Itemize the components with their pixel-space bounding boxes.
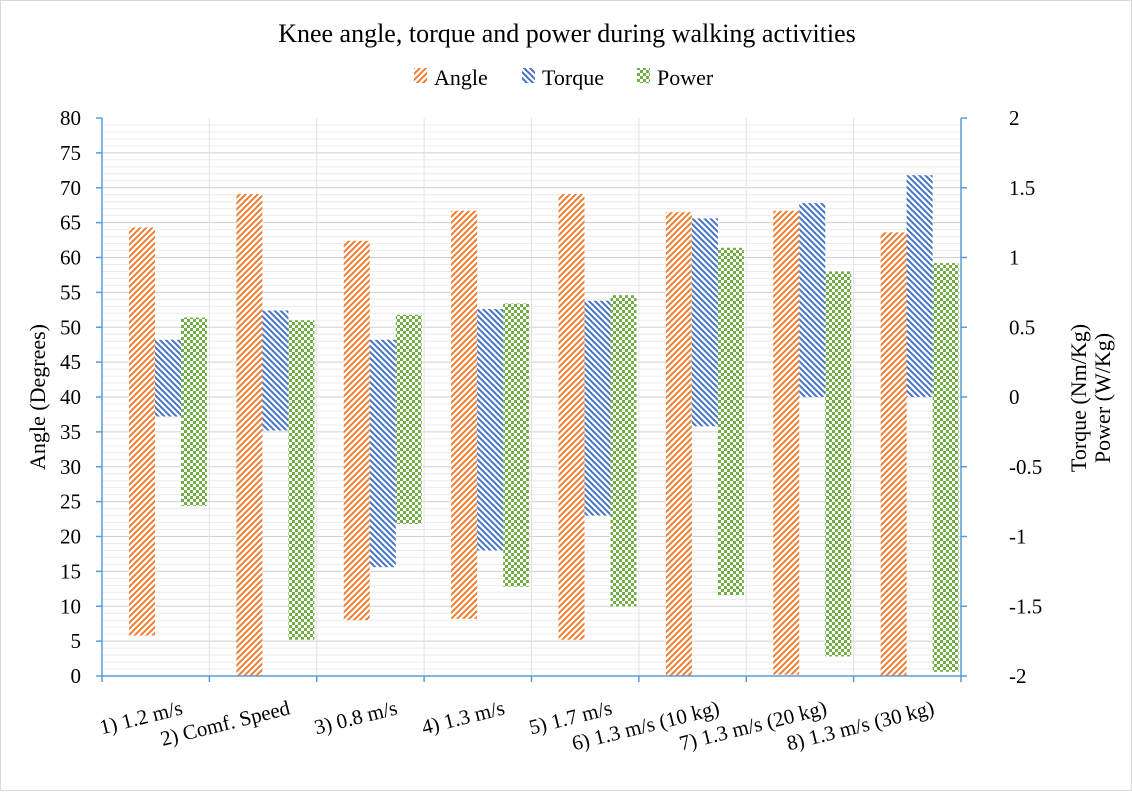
y2-tick-label: -1.5 — [1009, 594, 1042, 618]
legend-label-angle: Angle — [434, 65, 488, 90]
legend-swatch-power — [637, 68, 650, 83]
bar-angle-1 — [129, 227, 155, 636]
y-tick-label: 5 — [71, 629, 82, 653]
y-tick-label: 45 — [60, 350, 81, 374]
bar-torque-8 — [906, 175, 933, 397]
y-tick-label: 40 — [60, 385, 81, 409]
bar-torque-4 — [477, 309, 504, 551]
bar-torque-5 — [584, 300, 611, 516]
y-tick-label: 35 — [60, 420, 81, 444]
y2-tick-label: 1.5 — [1009, 176, 1035, 200]
bar-angle-5 — [558, 194, 585, 640]
y-tick-label: 60 — [60, 246, 81, 270]
bars — [129, 175, 959, 676]
bar-torque-3 — [369, 339, 396, 568]
bar-angle-6 — [665, 212, 692, 676]
y-axis-label: Angle (Degrees) — [25, 324, 50, 470]
bar-power-3 — [395, 314, 422, 524]
y-tick-label: 80 — [60, 106, 81, 130]
y2-tick-label: 0 — [1009, 385, 1020, 409]
bar-power-2 — [288, 320, 315, 640]
y-tick-label: 25 — [60, 490, 81, 514]
bar-torque-7 — [799, 203, 826, 397]
legend: Angle Torque Power — [414, 65, 714, 90]
y2-axis-label-line-1: Torque (Nm/Kg) — [1066, 324, 1091, 472]
axes — [96, 117, 967, 682]
bar-power-5 — [610, 295, 637, 607]
y-tick-label: 50 — [60, 315, 81, 339]
y2-axis-tick-labels: 2 1.5 1 0.5 0 -0.5 -1 -1.5 -2 — [1009, 106, 1042, 688]
y-tick-label: 70 — [60, 176, 81, 200]
bar-power-8 — [932, 263, 959, 672]
bar-power-7 — [825, 271, 852, 657]
x-tick-label: 4) 1.3 m/s — [419, 696, 507, 740]
y2-tick-label: 0.5 — [1009, 315, 1035, 339]
legend-swatch-angle — [414, 68, 427, 83]
y-tick-label: 30 — [60, 455, 81, 479]
y-tick-label: 0 — [71, 664, 82, 688]
y2-tick-label: -2 — [1009, 664, 1027, 688]
y-tick-label: 15 — [60, 559, 81, 583]
bar-power-4 — [503, 303, 530, 587]
y2-tick-label: 1 — [1009, 246, 1020, 270]
bar-angle-4 — [451, 210, 478, 619]
bar-angle-2 — [236, 194, 263, 676]
bar-power-6 — [717, 247, 744, 596]
bar-angle-3 — [343, 240, 370, 621]
y-tick-label: 75 — [60, 141, 81, 165]
legend-swatch-torque — [522, 68, 535, 83]
y2-axis-label-line-2: Power (W/Kg) — [1090, 333, 1115, 463]
bar-torque-2 — [262, 310, 289, 431]
bar-angle-7 — [773, 210, 800, 675]
chart-title: Knee angle, torque and power during walk… — [278, 19, 856, 48]
legend-label-torque: Torque — [542, 65, 604, 90]
legend-label-power: Power — [657, 65, 714, 90]
y-tick-label: 55 — [60, 280, 81, 304]
y2-tick-label: -0.5 — [1009, 455, 1042, 479]
y2-tick-label: -1 — [1009, 525, 1027, 549]
bar-torque-6 — [691, 218, 718, 427]
bar-power-1 — [181, 317, 207, 506]
x-tick-label: 3) 0.8 m/s — [312, 696, 400, 740]
y-tick-label: 10 — [60, 594, 81, 618]
y2-tick-label: 2 — [1009, 106, 1020, 130]
x-axis-tick-labels: 1) 1.2 m/s2) Comf. Speed 3) 0.8 m/s 4) 1.3… — [97, 695, 937, 755]
bar-angle-8 — [880, 232, 907, 676]
bar-torque-1 — [155, 339, 181, 417]
y-tick-label: 65 — [60, 211, 81, 235]
y-tick-label: 20 — [60, 525, 81, 549]
